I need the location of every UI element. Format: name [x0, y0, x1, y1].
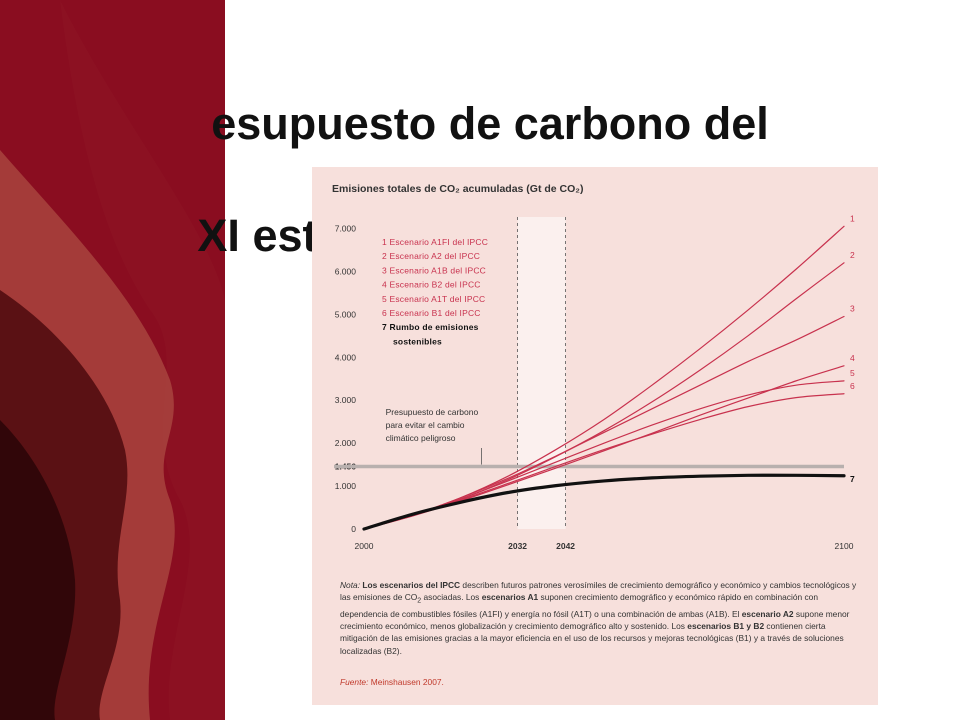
legend-item: 1 Escenario A1FI del IPCC [382, 237, 488, 247]
note-label: Nota: [340, 580, 361, 590]
note-subscript: 2 [417, 597, 422, 605]
y-tick-label: 2.000 [335, 438, 357, 448]
series-line-7 [362, 473, 846, 531]
note-bold-a1: escenarios A1 [481, 592, 539, 603]
legend-item: 4 Escenario B2 del IPCC [382, 280, 481, 290]
slide-title-line-1-right: esupuesto de carbono del [211, 98, 769, 149]
series-end-label-4: 4 [850, 353, 855, 363]
chart-note: Nota: Los escenarios del IPCC describen … [340, 579, 860, 657]
note-bold-b1b2: escenarios B1 y B2 [687, 621, 765, 632]
series-end-label-7: 7 [850, 474, 855, 484]
chart-panel: Emisiones totales de CO₂ acumuladas (Gt … [312, 167, 878, 705]
y-tick-label: 1.000 [335, 481, 357, 491]
note-bold-a2: escenario A2 [741, 609, 794, 620]
budget-label-line: Presupuesto de carbono [386, 407, 479, 417]
note-text-5: contienen cierta mitigación de las emisi… [340, 621, 844, 656]
y-tick-label: 5.000 [335, 309, 357, 319]
note-lead: Los escenarios del IPCC [362, 580, 461, 590]
x-tick-label: 2000 [355, 541, 374, 551]
y-tick-label: 3.000 [335, 395, 357, 405]
series-end-label-2: 2 [850, 250, 855, 260]
legend-item: 6 Escenario B1 del IPCC [382, 308, 481, 318]
y-tick-label: 7.000 [335, 223, 357, 233]
slide-title-line-1-left: El pr [439, 42, 541, 93]
series-line-4 [363, 365, 845, 530]
background-artwork [0, 0, 225, 720]
note-text-4: supone menor crecimiento económico, meno… [340, 609, 850, 632]
legend-item: sostenibles [393, 336, 442, 346]
legend-item: 3 Escenario A1B del IPCC [382, 265, 486, 275]
slide-title-line-1: El pr esupuesto de carbono del [30, 40, 950, 152]
y-tick-label: 6.000 [335, 266, 357, 276]
note-text-3: suponen crecimiento demográfico y económ… [340, 592, 818, 620]
emissions-chart: Emisiones totales de CO₂ acumuladas (Gt … [332, 183, 855, 551]
series-end-label-5: 5 [850, 368, 855, 378]
series-end-label-1: 1 [850, 213, 855, 223]
shaded-band [517, 217, 566, 529]
x-tick-label: 2100 [835, 541, 854, 551]
source-label: Fuente: [340, 677, 369, 687]
chart-source: Fuente: Meinshausen 2007. [340, 677, 444, 687]
source-text: Meinshausen 2007. [368, 677, 444, 687]
y-tick-label: 4.000 [335, 352, 357, 362]
series-line-3 [363, 315, 845, 530]
x-tick-label: 2042 [556, 541, 575, 551]
legend-item: 7 Rumbo de emisiones [382, 322, 479, 332]
series-end-label-3: 3 [850, 303, 855, 313]
y-tick-label: 0 [351, 524, 356, 534]
chart-title: Emisiones totales de CO₂ acumuladas (Gt … [332, 183, 583, 195]
series-end-label-6: 6 [850, 381, 855, 391]
budget-label-line: climático peligroso [386, 433, 456, 443]
budget-label-line: para evitar el cambio [386, 420, 465, 430]
x-tick-label: 2032 [508, 541, 527, 551]
note-text-2: asociadas. Los [421, 592, 482, 603]
legend-item: 5 Escenario A1T del IPCC [382, 294, 485, 304]
legend-item: 2 Escenario A2 del IPCC [382, 251, 480, 261]
note-text-1: describen futuros patrones verosímiles d… [340, 580, 857, 603]
